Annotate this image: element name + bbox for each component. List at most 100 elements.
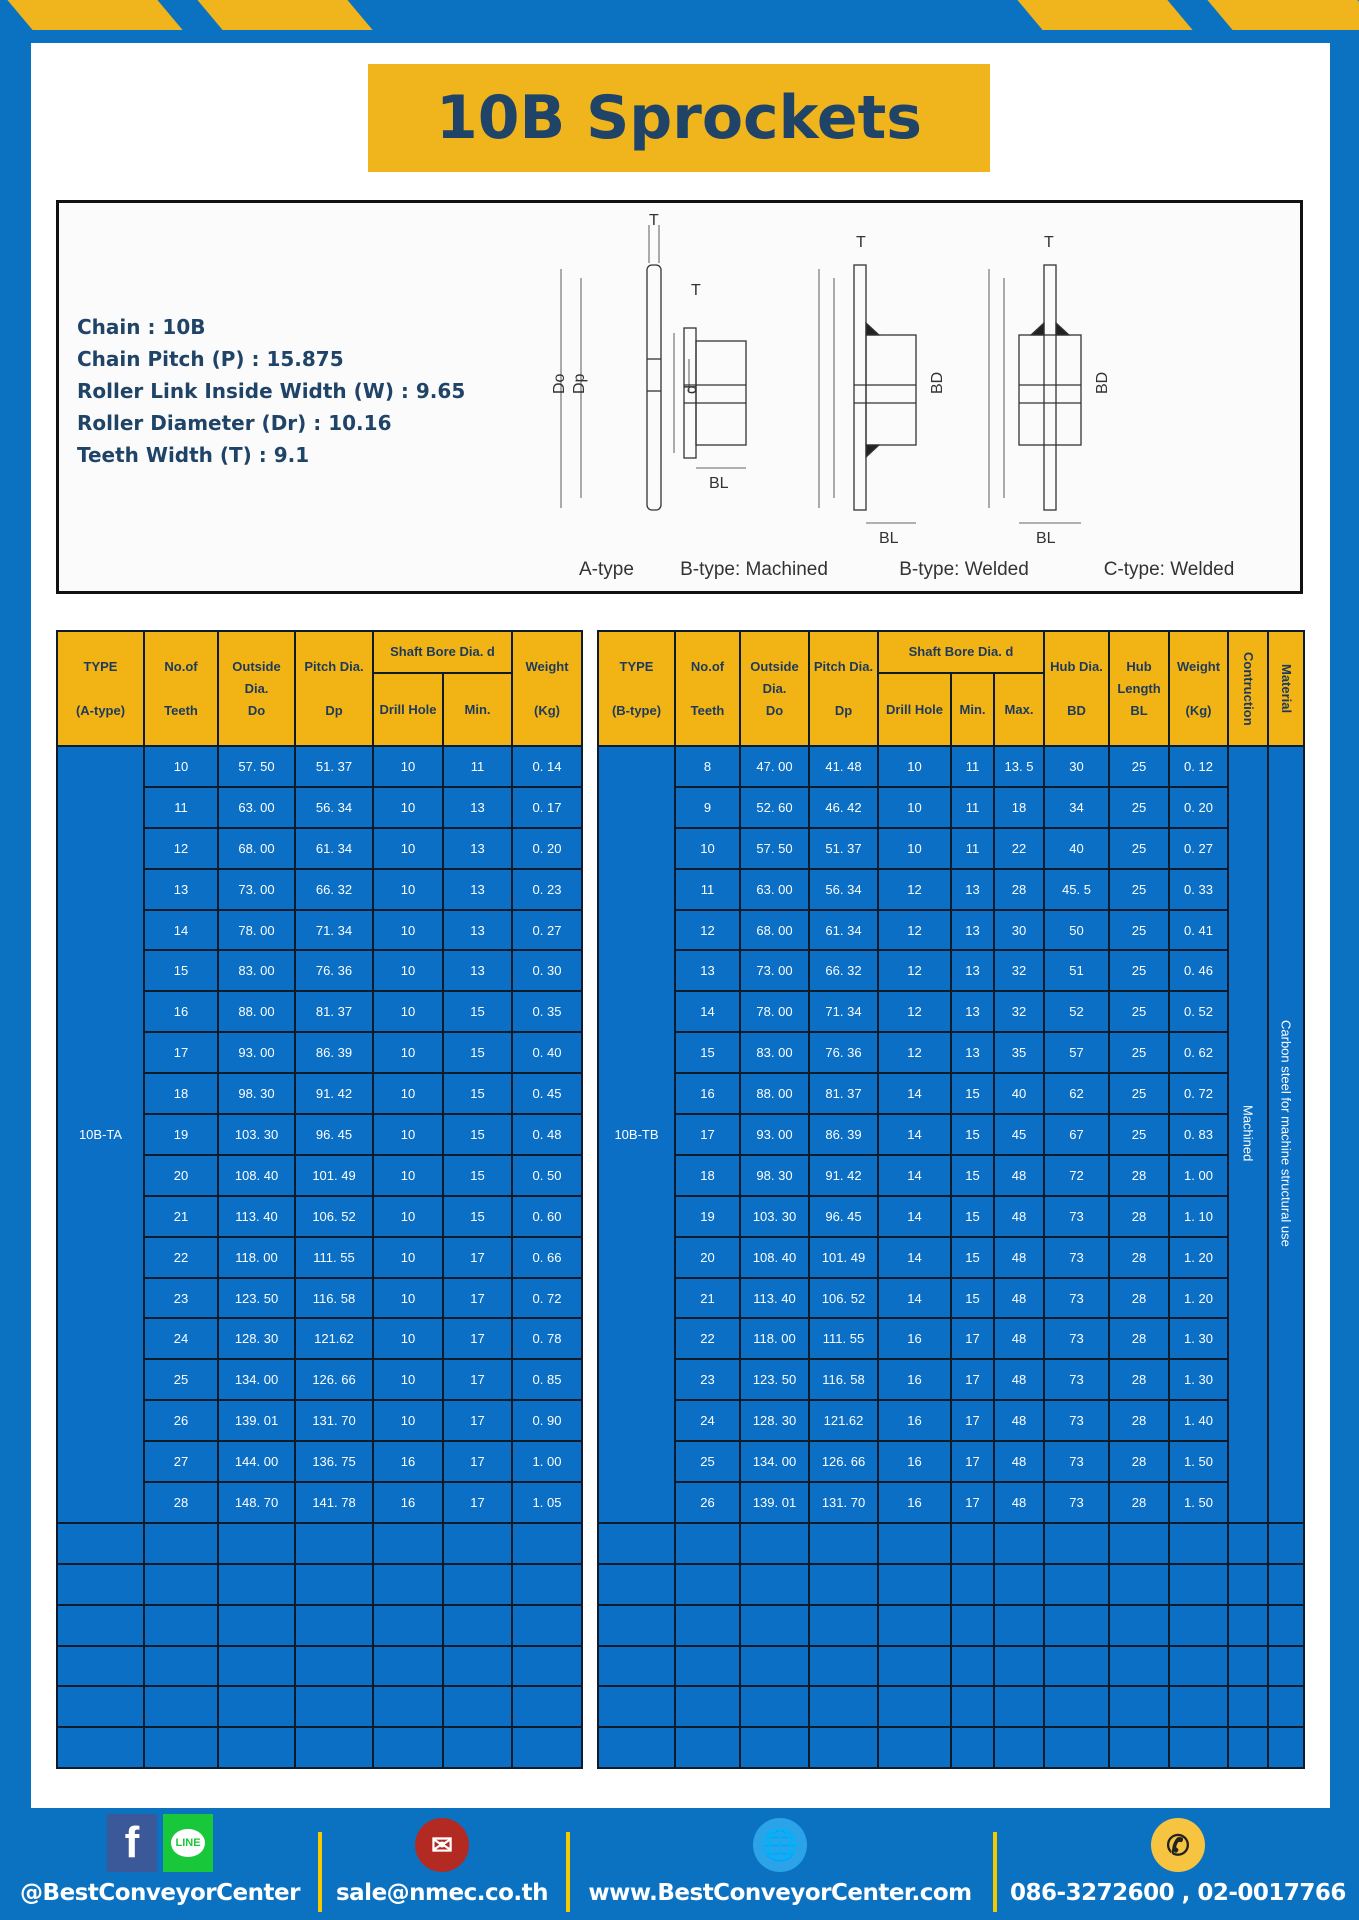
- empty-cell: [1108, 1562, 1171, 1606]
- spec-teeth-width: Teeth Width (T) : 9.1: [77, 443, 310, 467]
- label-bd: BD: [1094, 372, 1111, 394]
- empty-cell: [739, 1726, 810, 1770]
- facebook-icon[interactable]: f: [107, 1814, 157, 1872]
- cell-max-bore: 28: [992, 867, 1046, 911]
- page-title: 10B Sprockets: [435, 83, 923, 153]
- empty-cell: [56, 1562, 145, 1606]
- cell-weight: 0. 72: [511, 1276, 583, 1320]
- social-handle[interactable]: @BestConveyorCenter: [20, 1880, 300, 1906]
- cell-drill-hole: 10: [877, 785, 952, 829]
- cell-outside-dia: 139. 01: [739, 1481, 810, 1524]
- cell-min-bore: 13: [442, 826, 513, 870]
- cell-teeth: 21: [674, 1276, 741, 1320]
- cell-pitch-dia: 46. 42: [808, 785, 879, 829]
- empty-cell: [1267, 1726, 1306, 1770]
- a-type-table: TYPE (A-type) No.of Teeth Outside Dia. Do Pi…: [56, 630, 583, 1770]
- cell-weight: 0. 50: [511, 1153, 583, 1197]
- cell-max-bore: 32: [992, 990, 1046, 1034]
- email-link[interactable]: sale@nmec.co.th: [335, 1880, 549, 1906]
- cell-weight: 0. 62: [1168, 1031, 1230, 1075]
- cell-min-bore: 15: [950, 1072, 995, 1116]
- cell-outside-dia: 108. 40: [217, 1153, 296, 1197]
- cell-pitch-dia: 61. 34: [808, 908, 879, 952]
- empty-cell: [143, 1521, 219, 1565]
- empty-cell: [442, 1603, 513, 1647]
- cell-weight: 0. 85: [511, 1358, 583, 1402]
- empty-cell: [877, 1603, 952, 1647]
- cell-min-bore: 11: [950, 826, 995, 870]
- table-row: 26 139. 01 131. 70 16 17 48 73 28 1. 50: [598, 1481, 1304, 1524]
- cell-outside-dia: 68. 00: [739, 908, 810, 952]
- cell-hub-dia: 62: [1043, 1072, 1111, 1116]
- title-banner: 10B Sprockets: [368, 64, 990, 172]
- table-row: 18 98. 30 91. 42 14 15 48 72 28 1. 00: [598, 1153, 1304, 1197]
- email-icon[interactable]: ✉: [415, 1818, 469, 1872]
- empty-cell: [511, 1603, 583, 1647]
- cell-drill-hole: 10: [372, 826, 444, 870]
- cell-pitch-dia: 126. 66: [294, 1358, 374, 1402]
- empty-cell: [442, 1521, 513, 1565]
- empty-cell: [1267, 1603, 1306, 1647]
- cell-outside-dia: 148. 70: [217, 1481, 296, 1524]
- cell-min-bore: 13: [442, 908, 513, 952]
- decor-stripe: [7, 0, 183, 30]
- phone-numbers[interactable]: 086-3272600 , 02-0017766: [1010, 1880, 1346, 1906]
- decor-stripe: [1207, 0, 1359, 30]
- cell-outside-dia: 88. 00: [217, 990, 296, 1034]
- empty-cell: [217, 1521, 296, 1565]
- cell-min-bore: 17: [442, 1235, 513, 1279]
- empty-cell: [1227, 1726, 1270, 1770]
- empty-cell: [674, 1562, 741, 1606]
- cell-drill-hole: 14: [877, 1113, 952, 1156]
- caption-b-welded: B-type: Welded: [899, 559, 1029, 580]
- cell-teeth: 13: [143, 867, 219, 911]
- table-row: 11 63. 00 56. 34 10 13 0. 17: [57, 785, 583, 829]
- cell-weight: 0. 48: [511, 1113, 583, 1156]
- cell-teeth: 21: [143, 1194, 219, 1238]
- cell-max-bore: 48: [992, 1235, 1046, 1279]
- table-row: 23 123. 50 116. 58 10 17 0. 72: [57, 1276, 583, 1320]
- cell-weight: 1. 00: [511, 1440, 583, 1484]
- cell-pitch-dia: 71. 34: [808, 990, 879, 1034]
- cell-weight: 1. 20: [1168, 1276, 1230, 1320]
- empty-cell: [1108, 1685, 1171, 1729]
- cell-hub-dia: 73: [1043, 1276, 1111, 1320]
- empty-cell: [1227, 1644, 1270, 1688]
- cell-weight: 0. 52: [1168, 990, 1230, 1034]
- cell-weight: 0. 40: [511, 1031, 583, 1075]
- empty-row: [597, 1685, 1306, 1729]
- cell-hub-length: 25: [1108, 867, 1171, 911]
- a-type-drawing: [560, 225, 690, 511]
- cell-min-bore: 11: [950, 785, 995, 829]
- header-outside-dia: Outside Dia. Do: [739, 630, 810, 747]
- table-row: 19 103. 30 96. 45 10 15 0. 48: [57, 1113, 583, 1156]
- phone-icon[interactable]: ✆: [1151, 1818, 1205, 1872]
- cell-outside-dia: 57. 50: [217, 745, 296, 788]
- cell-outside-dia: 134. 00: [217, 1358, 296, 1402]
- empty-cell: [1267, 1521, 1306, 1565]
- cell-drill-hole: 10: [372, 1276, 444, 1320]
- empty-cell: [217, 1685, 296, 1729]
- cell-min-bore: 13: [950, 990, 995, 1034]
- cell-weight: 1. 10: [1168, 1194, 1230, 1238]
- line-icon[interactable]: LINE: [163, 1814, 213, 1872]
- cell-max-bore: 48: [992, 1358, 1046, 1402]
- globe-icon[interactable]: 🌐: [753, 1818, 807, 1872]
- cell-teeth: 20: [143, 1153, 219, 1197]
- cell-weight: 0. 90: [511, 1399, 583, 1443]
- cell-teeth: 26: [674, 1481, 741, 1524]
- empty-cell: [808, 1521, 879, 1565]
- cell-teeth: 13: [674, 949, 741, 993]
- spec-roller-diameter: Roller Diameter (Dr) : 10.16: [77, 411, 392, 435]
- table-row: 10B-TB 8 47. 00 41. 48 10 11 13. 5 30 25 0. 12 Mac…: [597, 745, 1306, 1524]
- website-link[interactable]: www.BestConveyorCenter.com: [588, 1880, 972, 1906]
- empty-cell: [1108, 1726, 1171, 1770]
- table-row: 10 57. 50 51. 37 10 11 22 40 25 0. 27: [598, 826, 1304, 870]
- empty-cell: [950, 1603, 995, 1647]
- table-row: 12 68. 00 61. 34 10 13 0. 20: [57, 826, 583, 870]
- empty-cell: [56, 1521, 145, 1565]
- label-t: T: [649, 212, 659, 229]
- cell-teeth: 14: [143, 908, 219, 952]
- empty-cell: [597, 1521, 676, 1565]
- cell-weight: 1. 30: [1168, 1317, 1230, 1361]
